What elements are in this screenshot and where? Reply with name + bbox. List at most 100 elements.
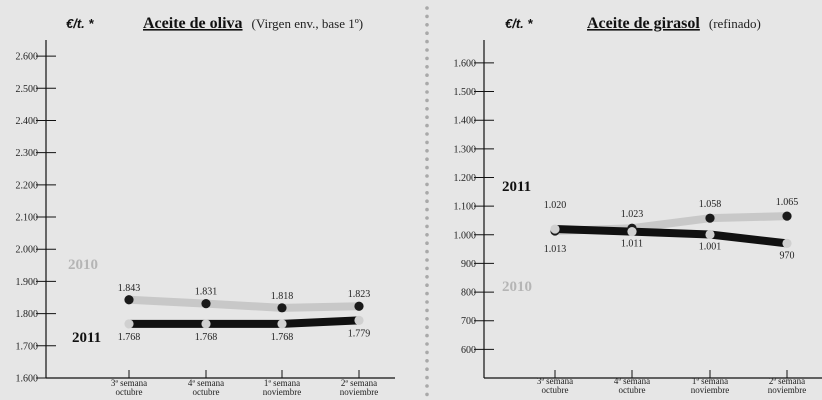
divider-dot	[425, 23, 429, 27]
data-label: 1.011	[621, 239, 643, 250]
chart-title: Aceite de oliva (Virgen env., base 1º)	[143, 15, 363, 32]
divider-dot	[425, 308, 429, 313]
series-lines	[125, 295, 363, 328]
point-2011	[201, 319, 211, 329]
chart-olive-oil: €/t. * Aceite de oliva (Virgen env., bas…	[16, 15, 395, 397]
x-tick-label-line: noviembre	[340, 387, 379, 397]
series-label-2010: 2010	[502, 279, 532, 295]
y-tick-label: 2.000	[16, 245, 39, 256]
divider-dot	[425, 241, 429, 245]
x-tick-label-line: noviembre	[768, 385, 807, 395]
x-tick-label: 1ª semana noviembre	[691, 376, 730, 395]
y-tick-label: 1.600	[16, 374, 39, 385]
y-tick-label: 2.500	[16, 84, 39, 95]
y-tick-label: 1.900	[16, 277, 39, 288]
divider-dot	[425, 140, 429, 145]
y-axis: 600 700 800 900 1.000 1.100 1.200 1.300 1.400 1.5…	[454, 40, 494, 378]
point-2010	[705, 213, 715, 223]
x-tick-label: 4ª semana octubre	[188, 378, 224, 397]
divider-dot	[425, 333, 429, 338]
point-2011	[627, 227, 637, 237]
divider-dot	[425, 165, 429, 170]
divider-dot	[425, 174, 429, 178]
y-tick-label: 700	[461, 316, 476, 327]
series-markers	[124, 295, 364, 329]
y-tick-label: 1.800	[16, 309, 39, 320]
divider-dot	[425, 90, 429, 94]
divider-dot	[425, 283, 429, 288]
divider-dot	[425, 98, 429, 103]
chart-sunflower-oil: €/t. * Aceite de girasol (refinado) 600 7…	[454, 15, 822, 395]
point-2010	[782, 211, 792, 221]
divider-dot	[425, 81, 429, 86]
x-tick-label-line: 4ª semana	[614, 376, 650, 386]
divider-dot	[425, 350, 429, 355]
series-label-2011: 2011	[502, 179, 531, 195]
x-tick-label: 1ª semana noviembre	[263, 378, 302, 397]
y-tick-label: 1.500	[454, 87, 477, 98]
divider-dot	[425, 207, 429, 212]
data-label: 1.020	[544, 200, 567, 211]
x-tick-label-line: octubre	[542, 385, 569, 395]
series-line-2010	[125, 295, 363, 312]
data-label: 1.013	[544, 244, 567, 255]
divider-dot	[425, 107, 429, 111]
x-tick-label: 4ª semana octubre	[614, 376, 650, 395]
divider-dot	[425, 157, 429, 161]
series-label-2011: 2011	[72, 330, 101, 346]
divider-dot	[425, 375, 429, 380]
y-tick-label: 1.700	[16, 341, 39, 352]
data-labels: 1.843 1.831 1.818 1.823 1.768 1.768 1.768 1.779	[118, 283, 371, 343]
x-tick-label: 2ª semana noviembre	[768, 376, 807, 395]
point-2011	[124, 319, 134, 329]
data-label: 1.831	[195, 287, 218, 298]
y-tick-label: 2.300	[16, 148, 39, 159]
series-line-2011	[125, 316, 363, 328]
y-tick-label: 800	[461, 288, 476, 299]
x-tick-label-line: octubre	[193, 387, 220, 397]
x-tick-label-line: 1ª semana	[264, 378, 300, 388]
y-tick-label: 1.200	[454, 173, 477, 184]
point-2010	[201, 299, 211, 309]
divider-dot	[425, 342, 429, 346]
x-tick-label-line: 1ª semana	[692, 376, 728, 386]
divider-dot	[425, 65, 429, 69]
divider-dot	[425, 275, 429, 279]
series-lines	[551, 212, 791, 248]
data-label: 1.065	[776, 197, 799, 208]
divider-dot	[425, 216, 429, 220]
y-tick-label: 1.100	[454, 202, 477, 213]
divider-dot	[425, 39, 429, 44]
divider-dot	[425, 325, 429, 330]
x-tick-label-line: octubre	[116, 387, 143, 397]
point-2010	[124, 295, 134, 305]
divider-dot	[425, 317, 429, 321]
series-markers	[550, 211, 792, 248]
data-label: 1.768	[271, 332, 294, 343]
divider-dot	[425, 359, 429, 363]
data-label: 1.818	[271, 291, 294, 302]
divider-dot	[425, 56, 429, 61]
point-2010	[354, 301, 364, 311]
divider-dot	[425, 266, 429, 271]
divider-dot	[425, 224, 429, 229]
x-tick-label-line: noviembre	[263, 387, 302, 397]
divider-dot	[425, 132, 429, 136]
data-labels: 1.013 1.023 1.058 1.065 1.020 1.011 1.001 970	[544, 197, 799, 261]
y-tick-label: 2.100	[16, 213, 39, 224]
y-tick-label: 2.400	[16, 116, 39, 127]
unit-label: €/t. *	[66, 16, 94, 31]
divider-dot	[425, 384, 429, 388]
divider-dot	[425, 182, 429, 187]
divider-dot	[425, 300, 429, 304]
x-tick-label-line: octubre	[619, 385, 646, 395]
point-2011	[277, 319, 287, 329]
point-2011	[705, 229, 715, 240]
unit-label: €/t. *	[505, 16, 533, 31]
divider-dot	[425, 367, 429, 372]
point-2011	[354, 315, 364, 325]
divider-dot	[425, 6, 429, 10]
divider-dot	[425, 14, 429, 19]
data-label: 1.058	[699, 199, 722, 210]
